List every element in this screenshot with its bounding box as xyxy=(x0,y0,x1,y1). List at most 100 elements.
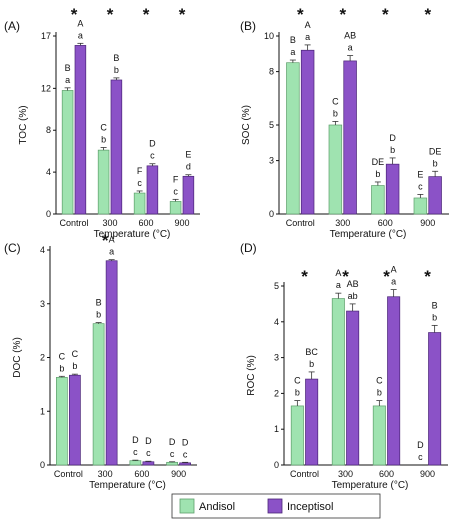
uppercase-letter: E xyxy=(417,169,423,179)
y-tick-label: 2 xyxy=(40,353,45,363)
bar-andisol xyxy=(61,90,74,215)
y-axis-title: DOC (%) xyxy=(12,337,23,378)
x-tick-label: Control xyxy=(290,469,319,479)
lowercase-letter: c xyxy=(133,447,138,457)
legend-label-andisol: Andisol xyxy=(199,501,235,513)
lowercase-letter: b xyxy=(375,169,380,179)
bar-inceptisol xyxy=(146,165,159,215)
uppercase-letter: C xyxy=(100,123,107,133)
lowercase-letter: b xyxy=(295,388,300,398)
uppercase-letter: D xyxy=(145,436,152,446)
y-tick-label: 1 xyxy=(274,424,279,434)
legend-swatch-inceptisol xyxy=(267,498,283,514)
bar-inceptisol xyxy=(428,332,442,466)
uppercase-letter: D xyxy=(389,133,396,143)
panel-label: (D) xyxy=(240,241,257,255)
significance-star: * xyxy=(342,267,349,286)
y-tick-label: 5 xyxy=(274,281,279,291)
y-tick-label: 0 xyxy=(269,209,274,219)
y-tick-label: 12 xyxy=(41,83,51,93)
bar-andisol xyxy=(97,149,110,215)
uppercase-letter: A xyxy=(77,18,83,28)
uppercase-letter: C xyxy=(294,376,301,386)
lowercase-letter: c xyxy=(418,181,423,191)
x-tick-label: Control xyxy=(54,469,83,479)
x-tick-label: 300 xyxy=(102,218,117,228)
y-axis-title: ROC (%) xyxy=(246,355,257,396)
y-tick-label: 0 xyxy=(40,460,45,470)
lowercase-letter: ab xyxy=(348,291,358,301)
significance-star: * xyxy=(179,5,186,24)
lowercase-letter: a xyxy=(109,247,114,257)
y-tick-label: 3 xyxy=(40,299,45,309)
x-axis-title: Temperature (°C) xyxy=(330,229,407,240)
lowercase-letter: c xyxy=(183,449,188,459)
bar-andisol xyxy=(166,461,178,466)
lowercase-letter: a xyxy=(65,75,70,85)
lowercase-letter: c xyxy=(137,178,142,188)
uppercase-letter: A xyxy=(335,268,341,278)
uppercase-letter: BC xyxy=(305,347,318,357)
panel-label: (B) xyxy=(240,19,256,33)
y-tick-label: 8 xyxy=(269,67,274,77)
y-tick-label: 2 xyxy=(274,388,279,398)
lowercase-letter: b xyxy=(72,361,77,371)
significance-star: * xyxy=(383,267,390,286)
lowercase-letter: a xyxy=(305,32,310,42)
bar-andisol xyxy=(129,460,142,466)
significance-star: * xyxy=(382,5,389,24)
x-tick-label: 600 xyxy=(138,218,153,228)
lowercase-letter: b xyxy=(59,363,64,373)
lowercase-letter: b xyxy=(309,359,314,369)
panel-3: (D) 0 1 2 3 4 5 ROC (%) Temperature (°C) Control b… xyxy=(240,241,448,491)
lowercase-letter: d xyxy=(186,162,191,172)
bar-inceptisol xyxy=(385,163,400,215)
uppercase-letter: D xyxy=(182,437,189,447)
y-tick-label: 4 xyxy=(274,317,279,327)
significance-star: * xyxy=(339,5,346,24)
uppercase-letter: B xyxy=(290,35,296,45)
x-axis-title: Temperature (°C) xyxy=(89,480,166,491)
bar-andisol xyxy=(290,405,304,466)
bar-inceptisol xyxy=(105,260,118,466)
lowercase-letter: b xyxy=(101,135,106,145)
lowercase-letter: a xyxy=(391,277,396,287)
lowercase-letter: a xyxy=(290,47,295,57)
significance-star: * xyxy=(301,267,308,286)
bar-inceptisol xyxy=(179,462,191,466)
bar-inceptisol xyxy=(74,45,87,215)
lowercase-letter: c xyxy=(418,452,423,462)
uppercase-letter: D xyxy=(169,437,176,447)
y-axis-title: TOC (%) xyxy=(18,105,29,144)
x-tick-label: 600 xyxy=(378,218,393,228)
lowercase-letter: c xyxy=(146,448,151,458)
significance-star: * xyxy=(102,231,109,250)
x-tick-label: 300 xyxy=(338,469,353,479)
uppercase-letter: DE xyxy=(429,146,442,156)
bar-inceptisol xyxy=(110,79,123,215)
bar-inceptisol xyxy=(428,176,442,215)
lowercase-letter: b xyxy=(432,312,437,322)
uppercase-letter: C xyxy=(376,376,383,386)
uppercase-letter: F xyxy=(137,166,143,176)
bar-inceptisol xyxy=(69,374,81,466)
y-tick-label: 4 xyxy=(40,245,45,255)
uppercase-letter: C xyxy=(59,351,66,361)
y-tick-label: 4 xyxy=(46,167,51,177)
legend: Andisol Inceptisol xyxy=(171,493,381,519)
x-axis-title: Temperature (°C) xyxy=(94,229,171,240)
y-tick-label: 5 xyxy=(269,120,274,130)
bar-andisol xyxy=(92,323,105,466)
uppercase-letter: AB xyxy=(344,31,356,41)
lowercase-letter: c xyxy=(150,151,155,161)
bar-inceptisol xyxy=(387,296,401,466)
significance-star: * xyxy=(143,5,150,24)
x-tick-label: Control xyxy=(286,218,315,228)
lowercase-letter: b xyxy=(390,145,395,155)
uppercase-letter: A xyxy=(109,235,115,245)
significance-star: * xyxy=(424,267,431,286)
uppercase-letter: B xyxy=(96,298,102,308)
uppercase-letter: B xyxy=(65,63,71,73)
lowercase-letter: b xyxy=(333,108,338,118)
